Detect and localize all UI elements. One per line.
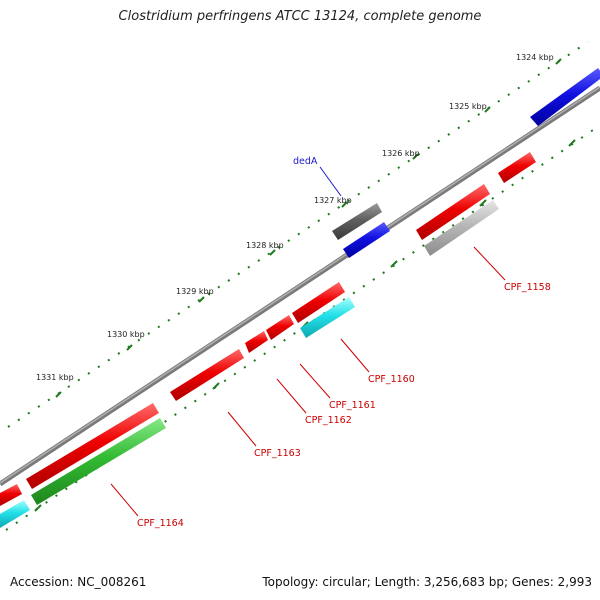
scale-label: 1325 kbp bbox=[449, 102, 487, 111]
major-tick bbox=[484, 106, 491, 113]
trna-feature[interactable] bbox=[0, 500, 30, 528]
cds-feature[interactable] bbox=[26, 403, 159, 489]
outer-tick-track bbox=[7, 41, 589, 428]
cds-feature[interactable] bbox=[292, 282, 345, 323]
gene-label-dedA[interactable]: dedA bbox=[293, 156, 318, 167]
gene-label-CPF_1163[interactable]: CPF_1163 bbox=[254, 448, 301, 459]
forward-strand-features bbox=[0, 68, 600, 506]
cds-feature[interactable] bbox=[170, 349, 244, 401]
cds-feature[interactable] bbox=[266, 315, 294, 340]
scale-label: 1324 kbp bbox=[516, 53, 554, 62]
gene-labels: dedA CPF_1158 CPF_1160 CPF_1161 CPF_1162… bbox=[137, 156, 551, 529]
rrna-feature[interactable] bbox=[343, 222, 390, 258]
major-tick bbox=[568, 139, 576, 147]
genome-backbone bbox=[0, 85, 600, 487]
cds-feature[interactable] bbox=[498, 152, 536, 183]
major-tick bbox=[412, 153, 419, 160]
cds-feature[interactable] bbox=[0, 484, 22, 506]
genome-summary-text: Topology: circular; Length: 3,256,683 bp… bbox=[262, 575, 592, 589]
major-tick bbox=[212, 382, 220, 390]
scale-label: 1330 kbp bbox=[107, 330, 145, 339]
leader-CPF_1163 bbox=[227, 411, 257, 447]
pseudo-feature[interactable] bbox=[424, 200, 499, 256]
scale-label: 1329 kbp bbox=[176, 287, 214, 296]
map-title: Clostridium perfringens ATCC 13124, comp… bbox=[118, 9, 482, 24]
cds-feature[interactable] bbox=[530, 68, 600, 126]
scale-labels: 1324 kbp 1325 kbp 1326 kbp 1327 kbp 1328… bbox=[36, 53, 554, 382]
outer-dotted-track bbox=[7, 41, 589, 428]
reverse-strand-features bbox=[0, 152, 536, 528]
major-tick bbox=[126, 344, 133, 351]
major-tick bbox=[555, 58, 562, 65]
leader-dedA bbox=[319, 166, 342, 197]
scale-label: 1327 kbp bbox=[314, 196, 352, 205]
leader-CPF_1158 bbox=[473, 246, 506, 281]
gene-label-CPF_1161[interactable]: CPF_1161 bbox=[329, 400, 376, 411]
leader-CPF_1160 bbox=[340, 338, 370, 373]
leader-CPF_1161 bbox=[299, 363, 331, 399]
leader-CPF_1162 bbox=[276, 378, 307, 414]
major-tick bbox=[269, 249, 276, 256]
gene-label-CPF_1160[interactable]: CPF_1160 bbox=[368, 374, 415, 385]
dedA-gene-feature[interactable] bbox=[332, 203, 382, 240]
gene-label-CPF_1158[interactable]: CPF_1158 bbox=[504, 282, 551, 293]
gene-label-CPF_1162[interactable]: CPF_1162 bbox=[305, 415, 352, 426]
major-tick bbox=[198, 296, 205, 303]
leader-CPF_1164 bbox=[110, 483, 139, 517]
cds-feature[interactable] bbox=[245, 331, 268, 353]
trna-feature[interactable] bbox=[300, 297, 355, 338]
major-tick bbox=[390, 260, 398, 268]
genome-backbone-highlight bbox=[0, 86, 600, 484]
misc-feature[interactable] bbox=[31, 418, 166, 505]
major-tick bbox=[341, 201, 348, 208]
scale-label: 1326 kbp bbox=[382, 149, 420, 158]
gene-label-CPF_1164[interactable]: CPF_1164 bbox=[137, 518, 184, 529]
major-tick bbox=[34, 504, 42, 512]
label-leaders bbox=[110, 166, 506, 517]
scale-label: 1331 kbp bbox=[36, 373, 74, 382]
major-tick bbox=[55, 391, 62, 398]
cds-feature[interactable] bbox=[416, 184, 490, 240]
major-tick bbox=[479, 199, 487, 207]
accession-text: Accession: NC_008261 bbox=[10, 575, 147, 589]
scale-label: 1328 kbp bbox=[246, 241, 284, 250]
